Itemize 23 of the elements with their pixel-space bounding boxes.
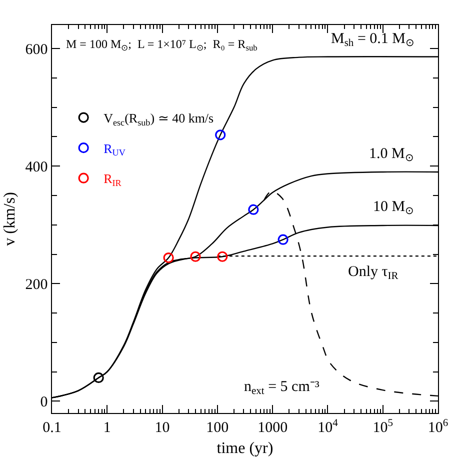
series-label: 10 M$_{⊙}$ [373,199,414,218]
y-tick-label: 0 [40,394,48,410]
legend-label: V$_{esc}$(R$_{sub}$) ≃ 40 km/s [104,110,214,128]
x-tick-label: 10$^{6}$ [428,418,448,436]
y-tick-label: 600 [25,42,48,58]
x-tick-label: 0.1 [42,420,62,436]
x-axis-title: time (yr) [216,440,274,457]
x-tick-label: 10 [154,420,170,436]
series-label: M$_{sh}$ = 0.1 M$_{⊙}$ [331,31,414,50]
y-tick-label: 400 [25,159,48,176]
x-tick-label: 1 [103,420,111,436]
series-label: 1.0 M$_{⊙}$ [369,146,414,164]
x-tick-label: 1000 [258,420,288,436]
x-tick-label: 100 [206,420,229,436]
legend-label: R$_{IR}$ [104,171,122,188]
y-axis-title: v (km/s) [1,192,18,246]
annotation: M = 100 M$_{⊙}$; L = 1×10⁷ L$_{⊙}$; R₀ = R$_{sub}$ [66,37,258,53]
x-tick-label: 10$^{5}$ [372,418,393,436]
series-label: Only τ$_{IR}$ [348,264,398,282]
y-tick-label: 200 [25,276,48,293]
legend-label: R$_{UV}$ [104,140,126,158]
series-label: n$_{ext}$ = 5 cm⁻³ [244,379,320,398]
x-tick-label: 10$^{4}$ [318,418,339,436]
